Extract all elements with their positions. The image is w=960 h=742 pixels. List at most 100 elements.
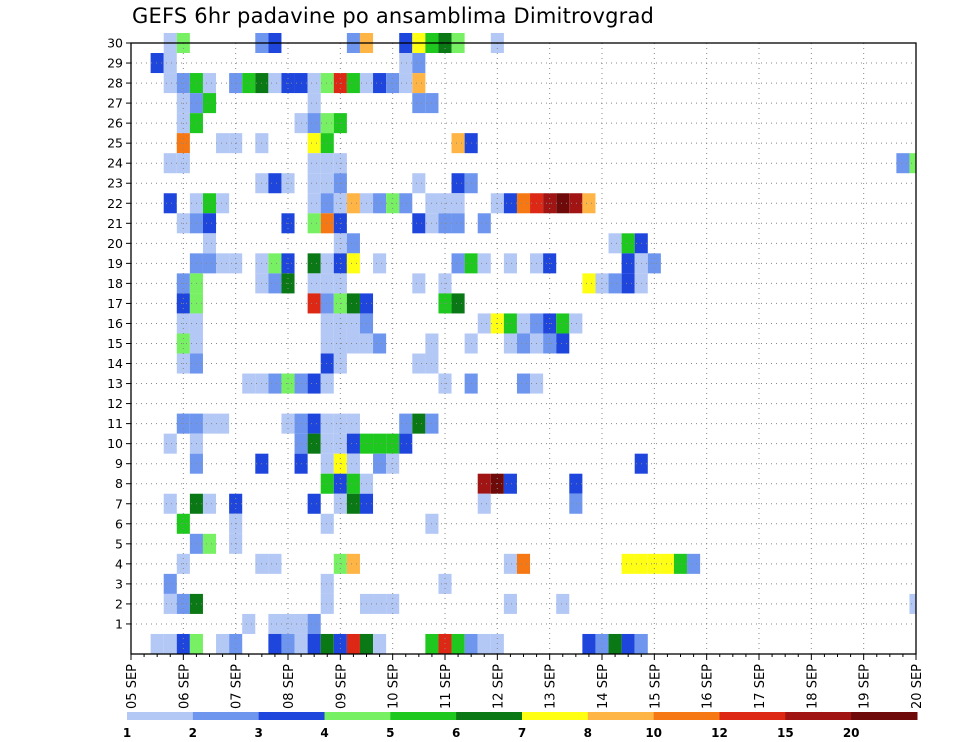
heatmap-cell bbox=[477, 313, 491, 334]
heatmap-cell bbox=[202, 533, 217, 554]
heatmap-cell bbox=[608, 273, 622, 294]
x-tick-label: 20 SEP bbox=[910, 664, 925, 709]
y-tick-label: 9 bbox=[115, 456, 123, 471]
heatmap-cell bbox=[451, 133, 465, 154]
heatmap-cell bbox=[516, 313, 531, 334]
heatmap-cell bbox=[307, 433, 321, 454]
y-tick-label: 18 bbox=[107, 276, 123, 291]
x-tick-label: 05 SEP bbox=[125, 664, 140, 709]
heatmap-cell bbox=[503, 593, 517, 614]
heatmap-cell bbox=[346, 413, 360, 434]
heatmap-cell bbox=[346, 233, 360, 254]
heatmap-cell bbox=[373, 633, 387, 654]
legend-label: 20 bbox=[843, 726, 860, 740]
heatmap-cell bbox=[399, 413, 413, 434]
heatmap-cell bbox=[320, 453, 334, 474]
y-tick-label: 26 bbox=[107, 116, 123, 131]
heatmap-cell bbox=[412, 353, 426, 374]
heatmap-cell bbox=[582, 193, 596, 214]
y-tick-label: 14 bbox=[107, 356, 123, 371]
legend-label: 1 bbox=[123, 726, 131, 740]
heatmap-cell bbox=[451, 293, 465, 314]
heatmap-cell bbox=[268, 373, 282, 394]
heatmap-cell bbox=[320, 193, 334, 214]
heatmap-cell bbox=[320, 593, 334, 614]
heatmap-cell bbox=[399, 73, 413, 94]
heatmap-cell bbox=[373, 73, 387, 94]
y-tick-label: 25 bbox=[107, 136, 123, 151]
heatmap-cell bbox=[320, 153, 334, 174]
x-tick-label: 19 SEP bbox=[858, 664, 873, 709]
y-tick-label: 30 bbox=[107, 36, 123, 51]
y-tick-label: 13 bbox=[107, 376, 123, 391]
heatmap-cell bbox=[608, 233, 622, 254]
y-tick-label: 12 bbox=[107, 396, 123, 411]
heatmap-cell bbox=[373, 333, 387, 354]
heatmap-cell bbox=[399, 433, 413, 454]
heatmap-cell bbox=[320, 413, 334, 434]
heatmap-cell bbox=[307, 373, 321, 394]
heatmap-cell bbox=[621, 633, 635, 654]
heatmap-cell bbox=[621, 553, 635, 574]
legend-swatch bbox=[851, 712, 918, 720]
heatmap-cell bbox=[202, 493, 217, 514]
heatmap-cell bbox=[412, 93, 426, 114]
heatmap-cell bbox=[307, 213, 321, 234]
y-tick-label: 19 bbox=[107, 256, 123, 271]
y-tick-label: 3 bbox=[115, 576, 123, 591]
legend-swatch bbox=[719, 712, 786, 720]
heatmap-cell bbox=[307, 273, 321, 294]
heatmap-cell bbox=[307, 193, 321, 214]
heatmap-cell bbox=[569, 313, 583, 334]
heatmap-cell bbox=[307, 613, 321, 634]
heatmap-cell bbox=[320, 633, 334, 654]
heatmap-cell bbox=[202, 193, 217, 214]
heatmap-cell bbox=[451, 213, 465, 234]
heatmap-cell bbox=[346, 453, 360, 474]
heatmap-cell bbox=[216, 413, 230, 434]
heatmap-cell bbox=[346, 473, 360, 494]
heatmap-cell bbox=[346, 493, 360, 514]
heatmap-cell bbox=[477, 633, 491, 654]
heatmap-cell bbox=[307, 73, 321, 94]
heatmap-cell bbox=[202, 253, 217, 274]
heatmap-cell bbox=[163, 493, 177, 514]
heatmap-cell bbox=[477, 473, 491, 494]
heatmap-cell bbox=[556, 593, 570, 614]
heatmap-cell bbox=[320, 433, 334, 454]
heatmap-cell bbox=[687, 553, 701, 574]
heatmap-cell bbox=[202, 213, 217, 234]
legend-label: 15 bbox=[777, 726, 794, 740]
heatmap-cell bbox=[582, 273, 596, 294]
heatmap-cell bbox=[320, 373, 334, 394]
heatmap-cell bbox=[202, 73, 217, 94]
heatmap-cell bbox=[202, 233, 217, 254]
color-legend: 1 2 3 4 5 6 7 8 10 12 15 20 bbox=[123, 712, 918, 740]
heatmap-cell bbox=[268, 253, 282, 274]
heatmap-cell bbox=[621, 233, 635, 254]
heatmap-cell bbox=[307, 253, 321, 274]
heatmap-cell bbox=[896, 153, 910, 174]
legend-label: 3 bbox=[254, 726, 262, 740]
y-tick-label: 27 bbox=[107, 96, 123, 111]
heatmap-cell bbox=[268, 553, 282, 574]
heatmap-cell bbox=[163, 593, 177, 614]
legend-swatch bbox=[785, 712, 852, 720]
heatmap-cell bbox=[307, 493, 321, 514]
heatmap-cell bbox=[425, 633, 439, 654]
heatmap-cell bbox=[373, 593, 387, 614]
y-tick-label: 10 bbox=[107, 436, 123, 451]
heatmap-cell bbox=[150, 53, 164, 74]
legend-label: 5 bbox=[386, 726, 394, 740]
legend-swatch bbox=[324, 712, 391, 720]
grid-lines bbox=[131, 42, 916, 654]
x-tick-label: 16 SEP bbox=[701, 664, 716, 709]
legend-label: 10 bbox=[645, 726, 662, 740]
heatmap-cell bbox=[320, 353, 334, 374]
heatmap-cell bbox=[320, 113, 334, 134]
heatmap-cell bbox=[516, 193, 531, 214]
heatmap-cell bbox=[346, 253, 360, 274]
heatmap-cell bbox=[556, 193, 570, 214]
heatmap-cell bbox=[163, 633, 177, 654]
heatmap-cell bbox=[451, 173, 465, 194]
